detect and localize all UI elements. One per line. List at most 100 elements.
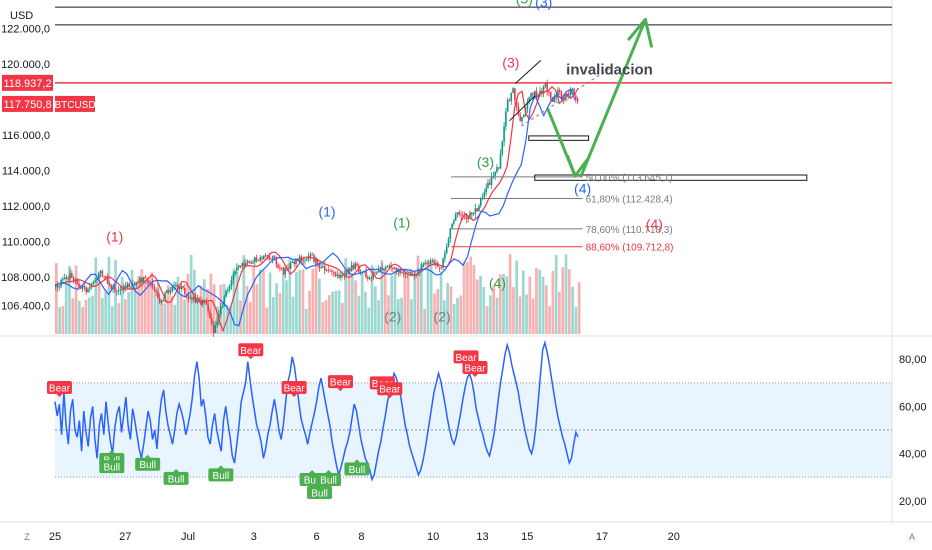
signal-badge-pointer	[316, 483, 323, 487]
candle-body	[237, 265, 240, 268]
volume-bar	[206, 288, 209, 334]
auto-scale-button[interactable]: A	[909, 532, 915, 542]
volume-bar	[84, 299, 88, 334]
candle-body	[365, 270, 367, 277]
candle-body	[349, 268, 351, 272]
symbol-badge-label: BTCUSD	[54, 100, 95, 111]
volume-bar	[166, 285, 170, 334]
bear-signal-badge: Bear	[462, 360, 488, 377]
volume-bar	[308, 290, 311, 334]
candle-body	[551, 98, 554, 102]
candle-body	[273, 256, 276, 258]
currency-label: USD	[10, 10, 33, 22]
candle-body	[255, 257, 258, 261]
signal-badge-label: Bear	[284, 384, 306, 395]
candle-body	[176, 285, 179, 287]
candle-body	[259, 257, 261, 261]
volume-bar	[281, 274, 285, 334]
volume-bar	[94, 257, 98, 334]
candle-body	[422, 264, 425, 267]
volume-bar	[295, 271, 298, 334]
volume-bar	[137, 276, 140, 334]
volume-bar	[68, 265, 71, 334]
candle-body	[381, 267, 383, 271]
candle-body	[88, 287, 91, 289]
candle-body	[80, 287, 82, 289]
bear-signal-badge: Bear	[281, 381, 307, 398]
volume-bar	[272, 296, 275, 334]
fib-level-label: 88,60% (109.712,8)	[586, 243, 674, 254]
price-tick-label: 108.000,0	[1, 272, 50, 284]
rsi-band-layer	[55, 382, 892, 478]
candle-body	[465, 216, 468, 220]
candle-body	[307, 256, 310, 260]
candle-body	[449, 228, 452, 239]
signal-badge-label: Bear	[330, 378, 352, 389]
price-tick-label: 120.000,0	[1, 59, 50, 71]
candle-body	[108, 283, 111, 286]
candle-body	[472, 213, 475, 215]
signal-badge-pointer	[144, 454, 151, 458]
volume-bar	[502, 273, 505, 334]
candle-body	[542, 86, 545, 95]
candle-body	[546, 83, 548, 93]
volume-bar	[202, 279, 206, 334]
candle-body	[447, 238, 450, 247]
volume-bar	[143, 279, 147, 334]
volume-bar	[475, 279, 479, 334]
volume-bar	[452, 303, 456, 334]
volume-bar	[150, 272, 154, 334]
volume-bar	[186, 274, 190, 334]
candle-body	[114, 286, 116, 291]
volume-bar	[209, 273, 213, 334]
candle-body	[332, 271, 335, 273]
time-tick-label: 10	[427, 531, 439, 543]
zoom-toggle-button[interactable]: Z	[24, 532, 30, 542]
candle-body	[456, 212, 459, 215]
candle-body	[379, 267, 382, 270]
elliott-wave-label: (4)	[489, 275, 506, 291]
price-tick-label: 106.400,0	[1, 301, 50, 313]
bear-signal-badge: Bear	[238, 343, 264, 360]
candle-body	[128, 283, 131, 287]
candle-body	[564, 97, 566, 101]
candle-body	[544, 83, 547, 87]
volume-bar	[301, 269, 305, 334]
candle-body	[225, 290, 227, 297]
candle-body	[526, 102, 529, 109]
last-price-badge	[2, 74, 53, 91]
volume-bar	[61, 306, 65, 334]
volume-bar	[426, 259, 430, 334]
volume-bar	[518, 296, 522, 334]
candle-body	[567, 93, 570, 96]
candle-body	[327, 269, 330, 271]
bull-signal-badge: Bull	[163, 468, 189, 485]
candle-body	[383, 268, 385, 271]
candle-body	[395, 267, 398, 273]
candle-body	[232, 274, 235, 281]
candle-body	[69, 273, 71, 280]
volume-bar	[436, 289, 440, 334]
elliott-wave-label: (3)	[535, 0, 552, 10]
candle-body	[298, 256, 301, 261]
candle-body	[103, 276, 105, 277]
candle-body	[97, 272, 100, 279]
candle-body	[490, 176, 493, 185]
fib-level-label: 61,80% (112.428,4)	[586, 194, 673, 205]
candle-body	[533, 91, 536, 96]
candle-body	[300, 256, 303, 261]
candle-body	[492, 175, 495, 177]
green-arrow-down-head	[566, 154, 589, 178]
candle-body	[304, 260, 306, 262]
candle-body	[81, 285, 84, 289]
volume-bar	[482, 287, 486, 334]
volume-bar	[179, 293, 183, 334]
candle-body	[454, 214, 457, 221]
candle-body	[56, 284, 59, 288]
bull-signal-badge: Bull	[307, 483, 333, 500]
volume-bar	[147, 277, 150, 334]
candle-body	[340, 274, 342, 278]
candle-body	[314, 259, 317, 262]
time-tick-label: 15	[521, 531, 533, 543]
